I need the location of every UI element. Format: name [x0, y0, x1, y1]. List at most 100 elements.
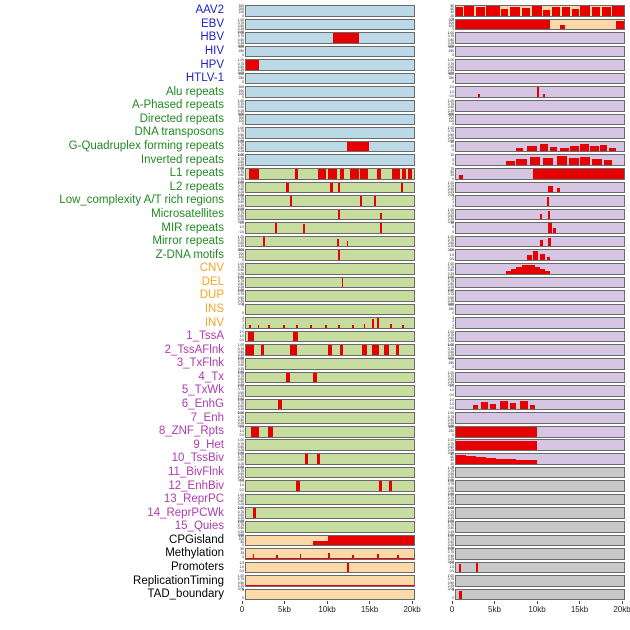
- y-axis-tick-label: 10: [450, 153, 454, 158]
- data-bar: [346, 562, 349, 573]
- y-axis-tick-label: 0.50: [237, 105, 244, 110]
- y-axis-tick-label: 0.00: [447, 220, 454, 225]
- y-axis-tick-label: 0.00: [237, 30, 244, 35]
- y-axis-tick-label: 100: [238, 119, 244, 124]
- y-axis-tick-label: 200: [448, 115, 454, 120]
- track-plot-right: [455, 371, 625, 384]
- track-label: 8_ZNF_Rpts: [158, 425, 224, 438]
- y-axis-tick-label: 0.75: [237, 577, 244, 582]
- y-axis-tick-label: 300: [238, 85, 244, 90]
- data-bar: [267, 325, 270, 328]
- track-label: MIR repeats: [161, 221, 224, 234]
- data-bar: [303, 224, 306, 233]
- track-row: 1_TssA 2.0 1.0 0.0 1.00 0.75 0.50 0.25 0.00: [2, 330, 630, 346]
- track-plot-left: [245, 262, 415, 275]
- track-plot-right: [455, 358, 625, 370]
- track-label: Microsatellites: [151, 207, 224, 220]
- y-axis-tick-label: 0: [452, 161, 454, 166]
- data-bar: [309, 324, 312, 328]
- data-bar: [390, 324, 393, 328]
- track-plot-right: [455, 453, 625, 465]
- data-bar: [521, 265, 529, 274]
- y-axis-tick-label: 250: [448, 48, 454, 53]
- y-axis-ticks-right: 1.00 0.75 0.50 0.25 0.00: [439, 261, 455, 278]
- y-axis-ticks-right: 1.00 0.75 0.50 0.25 0.00: [439, 534, 455, 550]
- data-bar: [521, 7, 530, 16]
- track-plot-left: [245, 154, 415, 166]
- track-plot-left: [245, 371, 415, 384]
- y-axis-ticks-right: 500 250 0: [439, 302, 455, 316]
- track-label: Alu repeats: [165, 85, 224, 98]
- track-plot-right: [455, 86, 625, 99]
- y-axis-tick-label: 1.00: [237, 343, 244, 348]
- y-axis-tick-label: 0.50: [447, 539, 454, 544]
- y-axis-tick-label: 0.50: [237, 404, 244, 409]
- y-axis-tick-label: 1.00: [447, 465, 454, 470]
- y-axis-tick-label: 0.75: [237, 496, 244, 500]
- track-row: Z-DNA motifs 300 200 100 0 2.0 1.0 0.0: [2, 248, 630, 262]
- track-row: AAV2 300 200 100 0 80 60 40 20 0: [2, 4, 630, 21]
- data-bar: [466, 455, 477, 464]
- data-bar: [509, 6, 520, 16]
- track-plot-left: [245, 100, 415, 112]
- y-axis-tick-label: 0.75: [447, 441, 454, 446]
- y-axis-tick-label: 0.75: [237, 455, 244, 460]
- data-bar: [351, 554, 354, 559]
- track-plot-left: [245, 140, 415, 153]
- track-plot-right: [455, 113, 625, 126]
- track-plot-right: [455, 575, 625, 587]
- y-axis-tick-label: 1.00: [237, 574, 244, 579]
- data-bar: [506, 459, 517, 464]
- track-plot-right: [455, 181, 625, 194]
- y-axis-ticks-right: 500 250 0: [439, 72, 455, 85]
- y-axis-tick-label: 0.50: [237, 458, 244, 463]
- y-axis-tick-label: 1.00: [447, 234, 454, 239]
- track-row: CPGisland 150 100 50 0 1.00 0.75 0.50 0.25 0.00: [2, 534, 630, 550]
- track-row: TAD_boundary 5 0 5 0: [2, 588, 630, 602]
- y-axis-tick-label: 0.00: [237, 220, 244, 225]
- x-axis-tick-label: 15kb: [360, 605, 379, 615]
- y-axis-tick-label: 0.50: [447, 336, 454, 341]
- y-axis-tick-label: 2.0: [239, 221, 244, 226]
- track-plot-right: [455, 127, 625, 139]
- data-bar: [459, 590, 462, 600]
- track-plot-left: [245, 344, 415, 357]
- data-bar: [511, 268, 517, 274]
- track-row: 11_BivFlnk 1.00 0.75 0.50 0.25 0.00 1.00 0.75 0.…: [2, 465, 630, 482]
- y-axis-ticks-left: 1.00 0.75 0.50 0.25 0.00: [229, 181, 245, 197]
- y-axis-tick-label: 0.25: [237, 149, 244, 154]
- y-axis-tick-label: 1.00: [447, 289, 454, 294]
- y-axis-ticks-right: 1.00 0.75 0.50 0.25 0.00: [439, 99, 455, 115]
- x-axis-tick-label: 0: [449, 605, 455, 615]
- data-bar: [313, 372, 317, 383]
- y-axis-tick-label: 500: [238, 71, 244, 76]
- track-plot-right: [455, 276, 625, 289]
- track-row: Directed repeats 300 200 100 0 300 200 100 0: [2, 113, 630, 127]
- data-bar: [529, 404, 535, 410]
- y-axis-ticks-left: 2.0 1.0 0.0: [229, 222, 245, 234]
- track-label: DNA transposons: [134, 126, 225, 139]
- y-axis-ticks-left: 1.00 0.75 0.50 0.25 0.00: [229, 507, 245, 523]
- y-axis-tick-label: 1.00: [237, 384, 244, 389]
- track-plot-right: [455, 520, 625, 533]
- data-bar: [338, 324, 341, 328]
- y-axis-tick-label: 500: [448, 302, 454, 307]
- track-plot-left: [245, 32, 415, 44]
- y-axis-tick-label: 0: [452, 122, 454, 127]
- track-label: Methylation: [165, 547, 224, 560]
- y-axis-tick-label: 0.25: [447, 475, 454, 480]
- y-axis-ticks-right: 500 250 0: [439, 357, 455, 370]
- data-bar: [378, 481, 383, 491]
- y-axis-tick-label: 0: [452, 464, 454, 469]
- track-plot-right: [455, 385, 625, 397]
- y-axis-tick-label: 0.50: [237, 390, 244, 395]
- track-plot-right: [455, 18, 625, 31]
- y-axis-tick-label: 250: [448, 76, 454, 81]
- y-axis-tick-label: 0: [242, 122, 244, 127]
- y-axis-tick-label: 2.0: [449, 85, 454, 90]
- data-bar: [373, 196, 376, 206]
- y-axis-tick-label: 1.00: [447, 261, 454, 266]
